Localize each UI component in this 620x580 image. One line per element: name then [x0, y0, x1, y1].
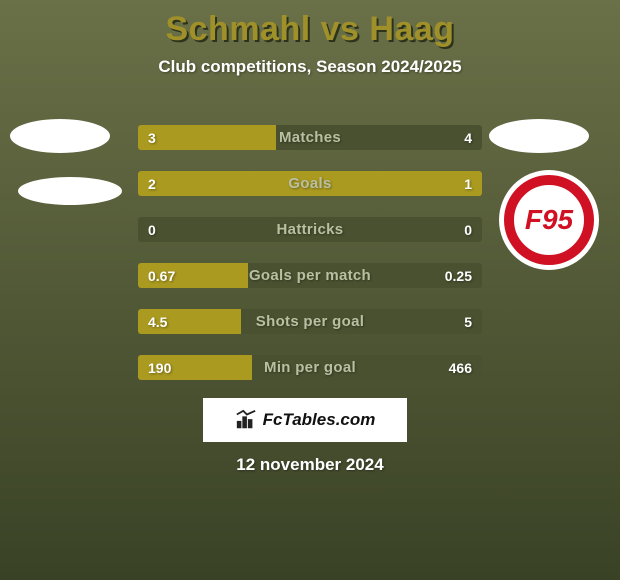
- player-left-avatar-torso: [18, 173, 123, 209]
- stat-label: Goals: [138, 171, 482, 196]
- stat-row: Hattricks0 0: [138, 217, 482, 242]
- subtitle: Club competitions, Season 2024/2025: [0, 57, 620, 77]
- stat-row: Min per goal190 466: [138, 355, 482, 380]
- stat-value-left: 0.67: [138, 263, 185, 288]
- stat-value-right: 5: [454, 309, 482, 334]
- svg-text:F95: F95: [525, 204, 574, 235]
- stat-row: Shots per goal4.5 5: [138, 309, 482, 334]
- stat-value-right: 466: [439, 355, 482, 380]
- stat-value-right: 0.25: [435, 263, 482, 288]
- infographic-date: 12 november 2024: [0, 455, 620, 475]
- stat-value-left: 2: [138, 171, 166, 196]
- club-logo-right: F95: [498, 169, 600, 271]
- stat-value-left: 4.5: [138, 309, 177, 334]
- stat-label: Hattricks: [138, 217, 482, 242]
- stat-row: Matches3 4: [138, 125, 482, 150]
- stat-value-right: 1: [454, 171, 482, 196]
- player-right-avatar-head: [489, 104, 589, 169]
- player-left-avatar-head: [10, 104, 110, 169]
- stat-label: Min per goal: [138, 355, 482, 380]
- brand-chart-icon: [235, 409, 257, 431]
- comparison-infographic: Schmahl vs Haag Club competitions, Seaso…: [0, 0, 620, 580]
- brand-text: FcTables.com: [263, 410, 376, 430]
- stat-label: Matches: [138, 125, 482, 150]
- page-title: Schmahl vs Haag: [0, 0, 620, 49]
- stat-row: Goals2 1: [138, 171, 482, 196]
- stat-value-right: 4: [454, 125, 482, 150]
- stat-value-left: 3: [138, 125, 166, 150]
- brand-badge: FcTables.com: [203, 398, 407, 442]
- stat-value-left: 190: [138, 355, 181, 380]
- stat-label: Shots per goal: [138, 309, 482, 334]
- stat-value-left: 0: [138, 217, 166, 242]
- stat-label: Goals per match: [138, 263, 482, 288]
- stat-value-right: 0: [454, 217, 482, 242]
- stat-bars: Matches3 4 Goals2 1 Hattricks0 0 Goals per mat…: [138, 125, 482, 401]
- stat-row: Goals per match0.67 0.25: [138, 263, 482, 288]
